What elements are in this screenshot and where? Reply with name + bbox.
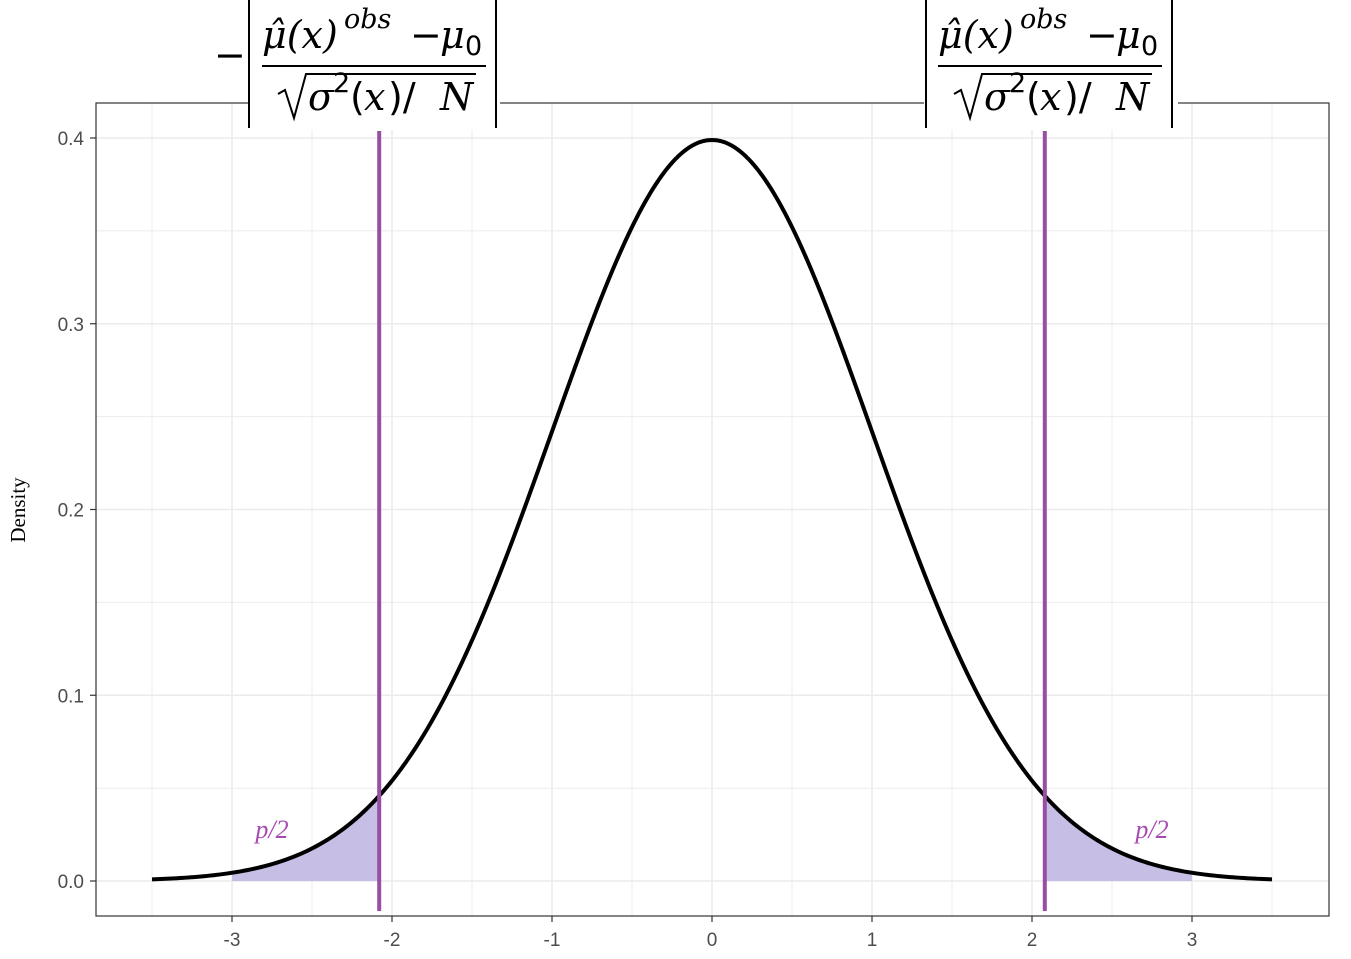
grid [96,103,1329,916]
svg-text:0: 0 [1141,31,1158,62]
y-tick-label: 0.1 [58,686,84,707]
critical-lines [377,131,1047,911]
x-tick-label: -1 [544,930,561,951]
x-tick-label: 2 [1027,930,1038,951]
curve-layer [151,137,1273,882]
tail-labels: p/2 p/2 [253,815,1168,844]
left-tail-label: p/2 [253,815,288,844]
x-tick-label: 0 [707,930,718,951]
y-tick-label: 0.2 [58,501,84,522]
right-tail-area [1044,795,1192,881]
svg-text:(: ( [350,75,365,119]
y-tick-label: 0.3 [58,315,84,336]
svg-text:μ: μ [440,13,465,57]
svg-text:N: N [439,75,475,119]
right-tail-label: p/2 [1133,815,1168,844]
svg-text:)/: )/ [388,75,416,119]
axis-ticks: -3 -2 -1 0 1 2 3 0.0 0.1 0.2 0.3 0.4 [58,129,1198,951]
left-minus-sign: − [214,33,246,77]
svg-text:)/: )/ [1064,75,1092,119]
svg-text:obs: obs [1020,4,1067,35]
svg-text:N: N [1115,75,1151,119]
x-tick-label: -2 [384,930,401,951]
left-tail-area [232,795,380,881]
right-critical-label: μ̂(x) obs − μ 0 σ 2 ( x )/ N [924,0,1178,130]
x-tick-label: 1 [867,930,878,951]
y-axis-title: Density [6,477,30,543]
x-tick-label: -3 [224,930,241,951]
x-tick-label: 3 [1187,930,1198,951]
left-denominator: σ [308,75,335,119]
y-tick-label: 0.0 [58,872,84,893]
svg-text:2: 2 [1009,68,1026,99]
svg-text:obs: obs [344,4,391,35]
svg-text:μ: μ [1116,13,1141,57]
svg-text:−: − [410,13,442,57]
y-tick-label: 0.4 [58,129,85,150]
svg-text:0: 0 [465,31,482,62]
left-numerator: μ̂(x) [262,13,338,57]
svg-text:−: − [1086,13,1118,57]
right-denominator: σ [984,75,1011,119]
svg-text:x: x [1040,75,1061,119]
right-numerator: μ̂(x) [938,13,1014,57]
svg-text:x: x [364,75,385,119]
svg-text:(: ( [1026,75,1041,119]
left-critical-label: − μ̂(x) obs − μ 0 σ 2 ( x )/ N [214,0,500,130]
svg-text:2: 2 [333,68,350,99]
density-curve [151,137,1273,882]
shaded-tails [232,795,1192,881]
